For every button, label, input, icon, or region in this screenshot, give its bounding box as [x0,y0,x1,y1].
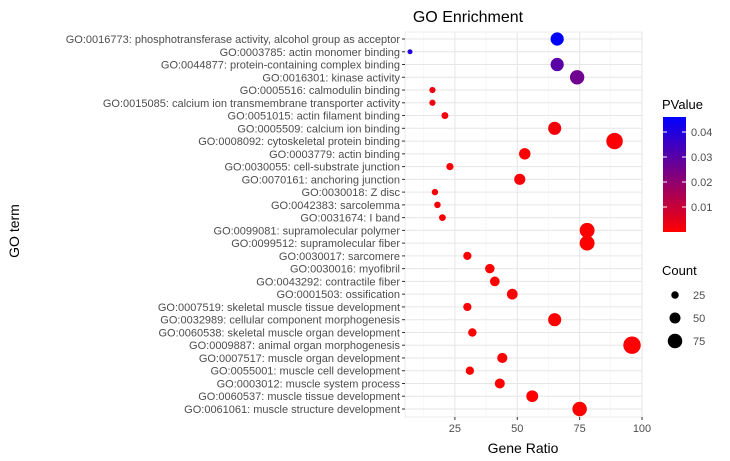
enrichment-point [579,222,595,238]
colorbar-tick-label: 0.02 [691,177,712,189]
enrichment-point [579,235,595,251]
count-legend-items: 25 50 75 [667,290,705,349]
enrichment-point [441,112,449,120]
count-legend-label: 25 [693,290,705,302]
enrichment-point [606,132,623,150]
count-legend-dot [671,291,679,299]
enrichment-point [519,148,531,160]
y-tick-label: GO:0007519: skeletal muscle tissue devel… [158,302,400,314]
y-tick-label: GO:0003785: actin monomer binding [220,47,400,59]
y-tick-label: GO:0060538: skeletal muscle organ develo… [158,327,400,339]
pvalue-legend-title: PValue [662,97,703,112]
enrichment-point [407,49,413,55]
x-axis-title: Gene Ratio [488,440,559,456]
data-points [407,32,641,417]
enrichment-point [497,352,508,364]
y-tick-label: GO:0032989: cellular component morphogen… [160,315,400,327]
pvalue-colorbar [663,117,686,232]
y-tick-label: GO:0030016: myofibril [290,264,400,276]
count-legend-dot [669,312,681,324]
y-tick-label: GO:0003012: muscle system process [217,378,401,390]
colorbar-tick-label: 0.04 [691,127,712,139]
enrichment-point [548,121,562,135]
y-tick-label: GO:0005509: calcium ion binding [237,123,400,135]
enrichment-point [623,336,641,354]
count-legend-title: Count [662,263,697,278]
y-tick-label: GO:0031674: I band [300,213,400,225]
y-tick-label: GO:0051015: actin filament binding [228,111,400,123]
y-tick-label: GO:0005516: calmodulin binding [240,85,400,97]
enrichment-point [548,313,562,327]
colorbar-tick-label: 0.03 [691,152,712,164]
enrichment-point [446,162,454,171]
y-tick-label: GO:0043292: contractile fiber [256,276,400,288]
y-tick-label: GO:0030017: sarcomere [279,251,400,263]
y-tick-label: GO:0009887: animal organ morphogenesis [189,340,400,352]
x-tick-label: 50 [511,423,523,435]
y-tick-label: GO:0007517: muscle organ development [199,353,400,365]
count-legend-label: 50 [693,313,705,325]
y-tick-label: GO:0030055: cell-substrate junction [225,162,401,174]
x-tick-label: 75 [574,423,586,435]
enrichment-point [434,201,441,209]
y-tick-label: GO:0060537: muscle tissue development [198,391,400,403]
y-tick-label: GO:0042383: sarcolemma [271,200,401,212]
chart-title: GO Enrichment [413,9,524,26]
count-legend-label: 75 [693,336,705,348]
y-tick-label: GO:0099512: supramolecular fiber [231,238,400,250]
enrichment-point [514,173,526,185]
y-tick-label: GO:0030018: Z disc [302,187,401,199]
pvalue-legend-ticks: 0.04 0.03 0.02 0.01 [663,127,712,214]
enrichment-point [431,188,439,196]
y-tick-label: GO:0003779: actin binding [269,149,400,161]
enrichment-point [489,276,500,287]
enrichment-point [439,214,446,222]
y-tick-label: GO:0055001: muscle cell development [210,366,400,378]
y-axis-labels: GO:0016773: phosphotransferase activity,… [66,34,401,416]
plot-panel [404,31,643,418]
y-tick-label: GO:0044877: protein-containing complex b… [161,60,400,72]
y-tick-label: GO:0008092: cytoskeletal protein binding [198,136,400,148]
enrichment-point [463,302,472,312]
y-tick-label: GO:0061061: muscle structure development [184,404,400,416]
colorbar-tick-label: 0.01 [691,202,712,214]
enrichment-point [569,70,585,85]
y-tick-label: GO:0015085: calcium ion transmembrane tr… [103,98,401,110]
y-axis-title: GO term [6,204,22,258]
x-tick-label: 25 [449,423,461,435]
enrichment-point [550,32,564,46]
enrichment-point [485,263,495,274]
enrichment-point [463,251,472,260]
y-tick-label: GO:0099081: supramolecular polymer [214,225,401,237]
y-tick-label: GO:0016301: kinase activity [262,72,400,84]
y-tick-label: GO:0070161: anchoring junction [242,174,400,186]
x-axis: 25 50 75 100 [449,417,651,435]
enrichment-point [429,99,436,106]
y-axis-ticks [402,38,405,410]
y-tick-label: GO:0016773: phosphotransferase activity,… [66,34,401,46]
enrichment-point [465,366,475,375]
y-tick-label: GO:0001503: ossification [276,289,400,301]
x-tick-label: 100 [633,423,651,435]
enrichment-point [429,86,436,94]
enrichment-point [572,401,587,417]
count-legend-dot [667,333,683,349]
enrichment-point [526,390,539,403]
enrichment-point [506,288,518,300]
enrichment-point [494,378,505,389]
enrichment-point [468,328,477,337]
enrichment-point [550,57,564,72]
plot-grid [405,32,643,417]
